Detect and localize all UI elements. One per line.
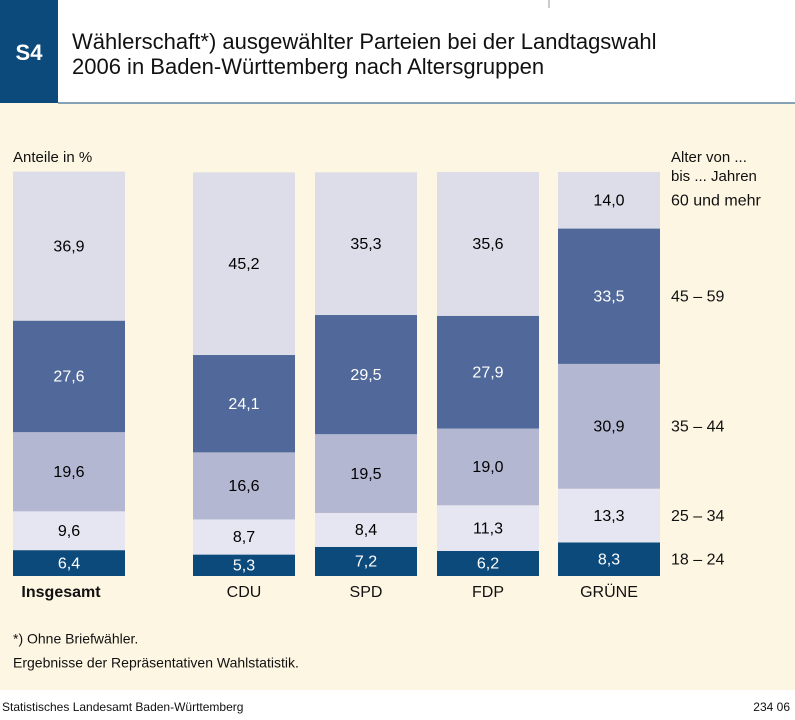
legend-label: 60 und mehr	[671, 192, 762, 209]
bar-segment	[558, 363, 660, 489]
bar-segment	[315, 546, 417, 576]
data-label: 9,6	[58, 523, 80, 540]
legend-label: 35 – 44	[671, 419, 724, 436]
data-label: 13,3	[593, 508, 624, 525]
x-tick-label: Insgesamt	[21, 584, 101, 601]
data-label: 27,9	[472, 364, 503, 381]
source: Statistisches Landesamt Baden-Württember…	[2, 700, 243, 714]
data-label: 5,3	[233, 558, 255, 575]
data-label: 19,5	[350, 466, 381, 483]
bar-segment	[193, 355, 295, 453]
legend-title: Alter von ...	[671, 149, 747, 166]
x-tick-label: CDU	[227, 584, 262, 601]
x-tick-label: GRÜNE	[580, 583, 638, 601]
data-label: 6,2	[477, 556, 499, 573]
legend-title: bis ... Jahren	[671, 168, 757, 185]
x-tick-label: SPD	[350, 584, 383, 601]
data-label: 11,3	[473, 520, 503, 537]
chart-code: 234 06	[753, 700, 790, 714]
bar-segment	[193, 519, 295, 555]
bar-segment	[13, 511, 125, 551]
bar-segment	[13, 320, 125, 433]
legend-label: 18 – 24	[671, 551, 724, 568]
x-tick-label: FDP	[472, 584, 504, 601]
data-label: 7,2	[355, 554, 377, 571]
bar-segment	[437, 315, 539, 429]
data-label: 6,4	[58, 555, 80, 572]
footnote: Ergebnisse der Repräsentativen Wahlstati…	[13, 655, 299, 671]
data-label: 35,3	[350, 236, 381, 253]
y-axis-label: Anteile in %	[13, 149, 92, 166]
bar-segment	[558, 228, 660, 364]
bar-segment	[558, 172, 660, 229]
data-label: 14,0	[593, 192, 624, 209]
bar-segment	[193, 172, 295, 356]
data-label: 16,6	[228, 478, 259, 495]
badge: S4	[16, 40, 44, 65]
legend-label: 45 – 59	[671, 288, 724, 305]
bar-segment	[558, 488, 660, 543]
legend-label: 25 – 34	[671, 508, 724, 525]
bar-segment	[437, 550, 539, 576]
bar-segment	[437, 505, 539, 551]
bar-segment	[13, 550, 125, 576]
bar-segment	[315, 315, 417, 435]
data-label: 45,2	[228, 256, 259, 273]
data-label: 8,4	[355, 522, 377, 539]
bar-segment	[13, 432, 125, 512]
bar-segment	[315, 512, 417, 547]
bar-segment	[315, 434, 417, 513]
bar-segment	[437, 428, 539, 506]
chart-title: Wählerschaft*) ausgewählter Parteien bei…	[72, 29, 657, 54]
data-label: 29,5	[350, 367, 381, 384]
chart-title: 2006 in Baden-Württemberg nach Altersgru…	[72, 54, 544, 79]
data-label: 35,6	[472, 236, 503, 253]
bar-segment	[193, 452, 295, 520]
data-label: 8,3	[598, 551, 620, 568]
data-label: 33,5	[593, 288, 624, 305]
bar-segment	[315, 172, 417, 316]
bar-segment	[437, 172, 539, 316]
bar-segment	[558, 542, 660, 576]
data-label: 27,6	[53, 369, 84, 386]
badge-box	[0, 0, 58, 103]
data-label: 8,7	[233, 529, 255, 546]
data-label: 30,9	[593, 419, 624, 436]
footnote: *) Ohne Briefwähler.	[13, 631, 138, 647]
data-label: 24,1	[228, 396, 259, 413]
data-label: 19,0	[472, 459, 503, 476]
data-label: 36,9	[53, 238, 84, 255]
bar-segment	[193, 554, 295, 576]
bar-segment	[13, 171, 125, 321]
data-label: 19,6	[53, 464, 84, 481]
